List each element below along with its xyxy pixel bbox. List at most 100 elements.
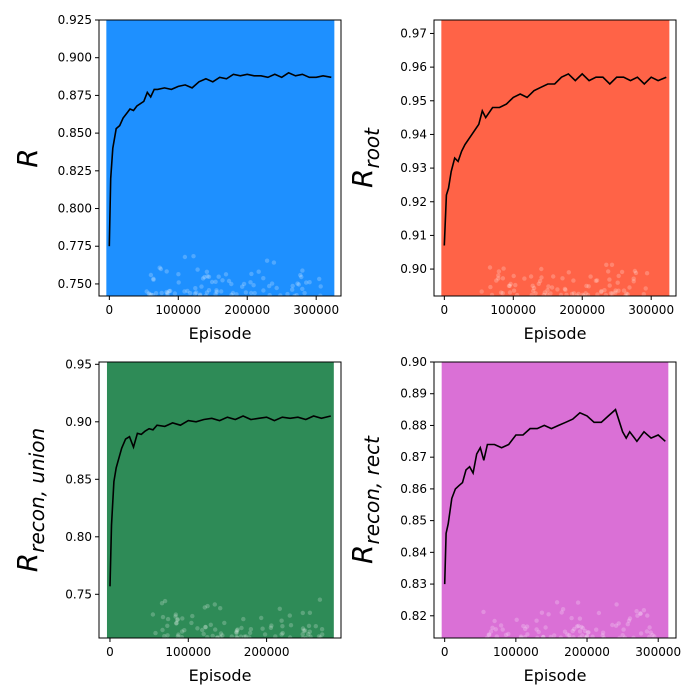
panel-top-right-mean-line — [443, 72, 667, 246]
scatter-point — [496, 273, 501, 278]
scatter-point — [295, 281, 300, 286]
scatter-point — [518, 634, 524, 638]
scatter-point — [304, 280, 309, 285]
scatter-point — [647, 625, 652, 630]
scatter-point — [209, 279, 215, 285]
y-tick-label: 0.90 — [400, 262, 427, 276]
scatter-point — [274, 285, 279, 291]
scatter-point — [484, 635, 490, 638]
scatter-point — [247, 635, 252, 638]
scatter-point — [174, 621, 179, 626]
scatter-point — [238, 634, 244, 638]
scatter-point — [203, 625, 208, 630]
scatter-point — [205, 635, 210, 638]
scatter-point — [593, 278, 599, 283]
scatter-point — [206, 288, 212, 293]
scatter-point — [249, 290, 254, 296]
scatter-point — [214, 289, 219, 295]
scatter-point — [194, 290, 199, 295]
scatter-point — [219, 289, 224, 294]
scatter-point — [551, 274, 556, 279]
scatter-point — [506, 631, 511, 637]
scatter-point — [150, 292, 155, 296]
x-tick-label: 100000 — [165, 645, 211, 659]
scatter-point — [261, 288, 266, 293]
scatter-point — [494, 634, 499, 638]
scatter-point — [195, 626, 200, 631]
panel-top-right-x-axis-label: Episode — [524, 324, 587, 343]
scatter-point — [609, 262, 615, 267]
scatter-point — [173, 614, 178, 619]
scatter-point — [645, 613, 650, 618]
scatter-point — [234, 630, 239, 636]
scatter-point — [239, 625, 244, 631]
scatter-point — [146, 291, 152, 296]
scatter-point — [542, 290, 547, 295]
scatter-point — [149, 292, 154, 296]
scatter-point — [567, 633, 572, 638]
panel-bottom-left-y-axis-label: Rrecon, union — [11, 428, 49, 572]
scatter-point — [576, 291, 581, 296]
scatter-point — [205, 274, 210, 279]
scatter-point — [300, 635, 305, 638]
y-tick-label: 0.88 — [400, 418, 427, 432]
scatter-point — [501, 266, 506, 271]
scatter-point — [318, 635, 323, 638]
scatter-point — [503, 632, 509, 638]
panel-top-right-scatter-points — [479, 262, 650, 296]
scatter-point — [222, 620, 227, 626]
y-tick-label: 0.80 — [65, 530, 92, 544]
scatter-point — [262, 632, 268, 637]
scatter-point — [522, 635, 528, 638]
scatter-point — [223, 272, 229, 277]
scatter-point — [584, 634, 590, 638]
scatter-point — [214, 288, 219, 293]
scatter-point — [500, 276, 506, 281]
x-tick-label: 0 — [441, 303, 449, 317]
scatter-point — [296, 282, 301, 287]
y-tick-label: 0.900 — [58, 51, 92, 65]
panel-top-left-scatter-points — [144, 254, 323, 296]
scatter-point — [210, 633, 215, 638]
x-tick-label: 0 — [106, 303, 114, 317]
scatter-point — [625, 622, 630, 627]
panel-bottom-left-scatter-points — [150, 597, 325, 638]
scatter-point — [229, 634, 234, 638]
scatter-point — [167, 288, 172, 294]
scatter-point — [638, 611, 643, 616]
scatter-point — [302, 628, 308, 633]
scatter-point — [306, 623, 312, 629]
scatter-point — [300, 632, 305, 637]
scatter-point — [582, 628, 588, 634]
y-tick-label: 0.775 — [58, 239, 92, 253]
scatter-point — [595, 292, 600, 296]
scatter-point — [537, 278, 543, 284]
scatter-point — [164, 269, 169, 274]
scatter-point — [285, 291, 290, 296]
scatter-point — [643, 286, 648, 291]
scatter-point — [479, 289, 484, 294]
scatter-point — [647, 634, 652, 638]
scatter-point — [617, 635, 622, 638]
scatter-point — [638, 631, 644, 636]
scatter-point — [555, 287, 560, 292]
scatter-point — [159, 290, 164, 296]
x-tick-label: 200000 — [244, 645, 290, 659]
scatter-point — [278, 293, 283, 296]
scatter-point — [490, 625, 495, 630]
scatter-point — [632, 268, 638, 274]
y-tick-label: 0.83 — [400, 577, 427, 591]
panel-bottom-right-mean-line — [443, 408, 666, 585]
scatter-point — [162, 598, 168, 604]
scatter-point — [242, 634, 247, 638]
scatter-point — [175, 617, 180, 622]
scatter-point — [151, 277, 156, 282]
scatter-point — [634, 609, 639, 614]
scatter-point — [273, 634, 278, 638]
scatter-point — [162, 634, 167, 638]
scatter-point — [624, 291, 629, 296]
y-tick-label: 0.90 — [65, 415, 92, 429]
scatter-point — [584, 634, 589, 638]
scatter-point — [558, 635, 563, 638]
scatter-point — [596, 610, 602, 616]
